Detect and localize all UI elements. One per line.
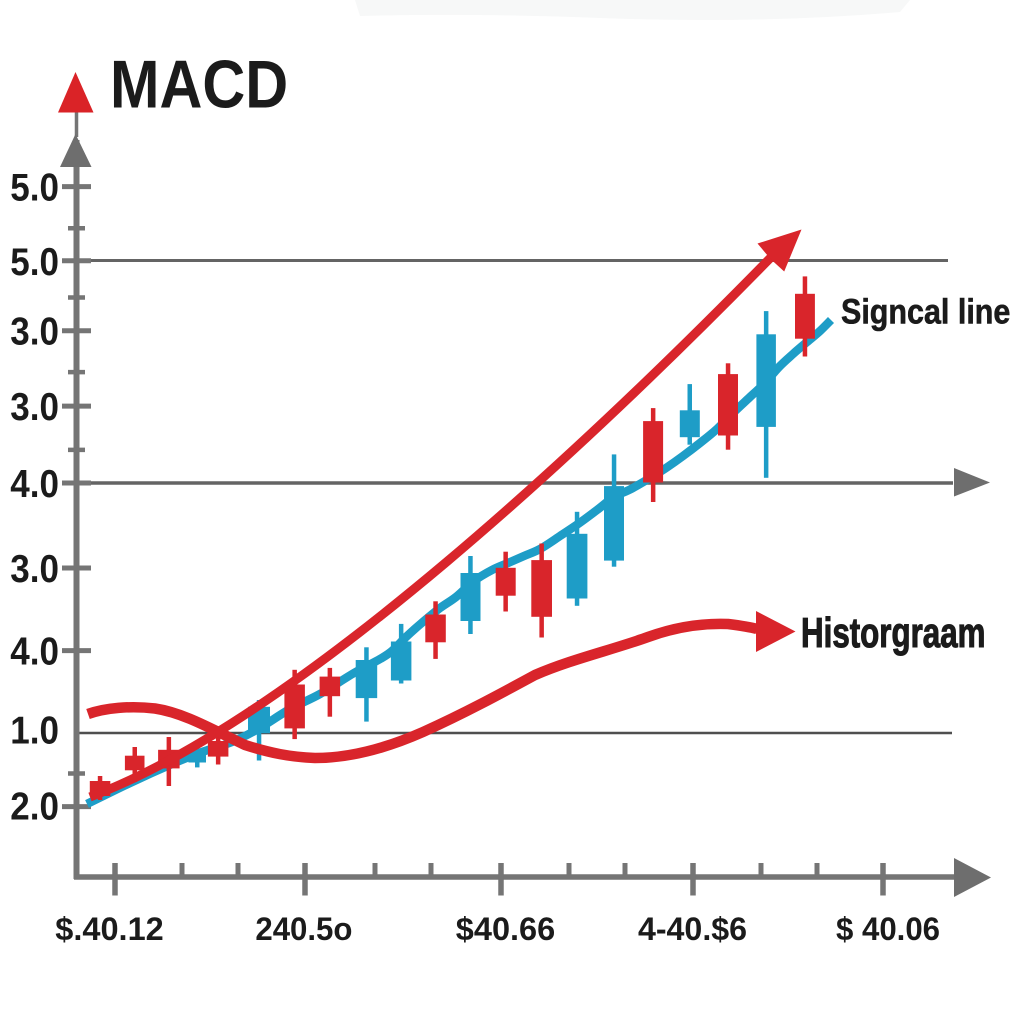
svg-text:5.0: 5.0	[10, 240, 59, 283]
svg-text:$40.66: $40.66	[456, 911, 555, 947]
svg-text:4.0: 4.0	[10, 630, 59, 673]
svg-text:Historgraam: Historgraam	[801, 610, 985, 656]
svg-text:2.0: 2.0	[10, 785, 59, 828]
svg-text:3.0: 3.0	[10, 547, 59, 590]
svg-text:5.0: 5.0	[10, 166, 59, 209]
svg-text:Signcal line: Signcal line	[841, 291, 1010, 330]
svg-text:240.5o: 240.5o	[255, 910, 352, 947]
svg-text:4.0: 4.0	[10, 462, 59, 505]
svg-text:1.0: 1.0	[10, 709, 59, 752]
svg-text:3.0: 3.0	[10, 310, 59, 353]
svg-text:$ 40.06: $ 40.06	[836, 910, 940, 947]
svg-text:4-40.$6: 4-40.$6	[638, 911, 747, 947]
svg-text:MACD: MACD	[110, 47, 288, 122]
svg-text:$.40.12: $.40.12	[55, 911, 163, 947]
svg-text:3.0: 3.0	[10, 386, 59, 429]
